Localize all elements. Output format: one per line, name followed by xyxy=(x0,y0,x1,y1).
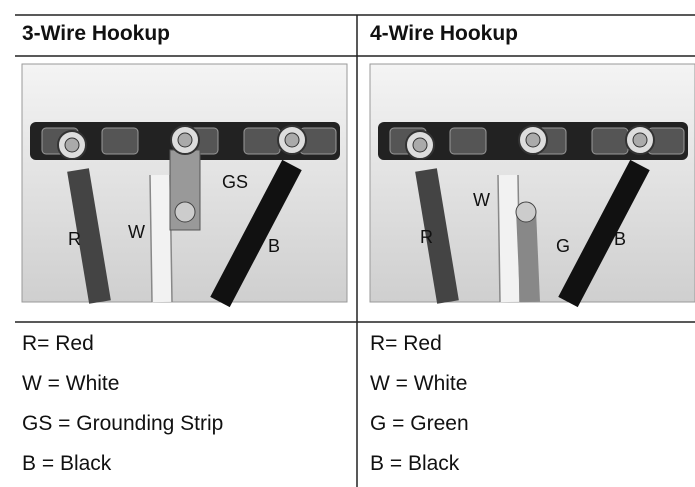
legend-row: W = White xyxy=(22,372,119,395)
terminal-screw xyxy=(64,137,80,153)
diagram-label: R xyxy=(420,227,433,247)
wire-green xyxy=(516,209,540,303)
terminal-screw xyxy=(412,137,428,153)
wire-red xyxy=(67,168,111,304)
wire-black xyxy=(210,159,302,308)
diagram-label: B xyxy=(614,229,626,249)
wire-white xyxy=(150,174,172,303)
wire-red xyxy=(415,168,459,304)
terminal-screw xyxy=(525,132,541,148)
legend-row: B = Black xyxy=(22,452,112,475)
terminal-slot xyxy=(101,127,139,155)
ground-screw xyxy=(515,201,537,223)
diagram-label: GS xyxy=(222,172,248,192)
terminal-screw xyxy=(632,132,648,148)
column-header: 3-Wire Hookup xyxy=(22,22,170,45)
terminal-slot xyxy=(243,127,281,155)
terminal-slot xyxy=(591,127,629,155)
column-header: 4-Wire Hookup xyxy=(370,22,518,45)
diagram-label: W xyxy=(473,190,490,210)
strip-screw xyxy=(174,201,196,223)
legend-row: G = Green xyxy=(370,412,469,435)
wire-white xyxy=(498,174,520,303)
diagram-label: R xyxy=(68,229,81,249)
diagram-label: G xyxy=(556,236,570,256)
diagram-label: W xyxy=(128,222,145,242)
wire-black xyxy=(558,159,650,308)
legend-row: B = Black xyxy=(370,452,460,475)
legend-row: R= Red xyxy=(22,332,94,355)
diagram-label: B xyxy=(268,236,280,256)
terminal-screw xyxy=(284,132,300,148)
legend-row: GS = Grounding Strip xyxy=(22,412,223,435)
terminal-screw xyxy=(177,132,193,148)
legend-row: W = White xyxy=(370,372,467,395)
terminal-slot xyxy=(449,127,487,155)
legend-row: R= Red xyxy=(370,332,442,355)
